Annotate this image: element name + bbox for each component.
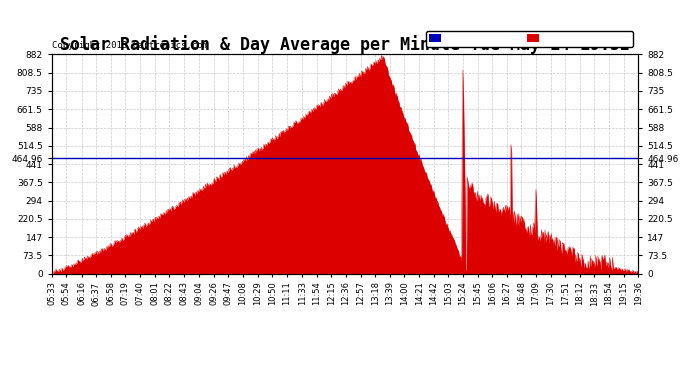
Text: Copyright 2013 Cartronics.com: Copyright 2013 Cartronics.com — [52, 41, 208, 50]
Legend: Median (w/m2), Radiation (w/m2): Median (w/m2), Radiation (w/m2) — [426, 31, 633, 46]
Title: Solar Radiation & Day Average per Minute Tue May 14 19:52: Solar Radiation & Day Average per Minute… — [60, 35, 630, 54]
